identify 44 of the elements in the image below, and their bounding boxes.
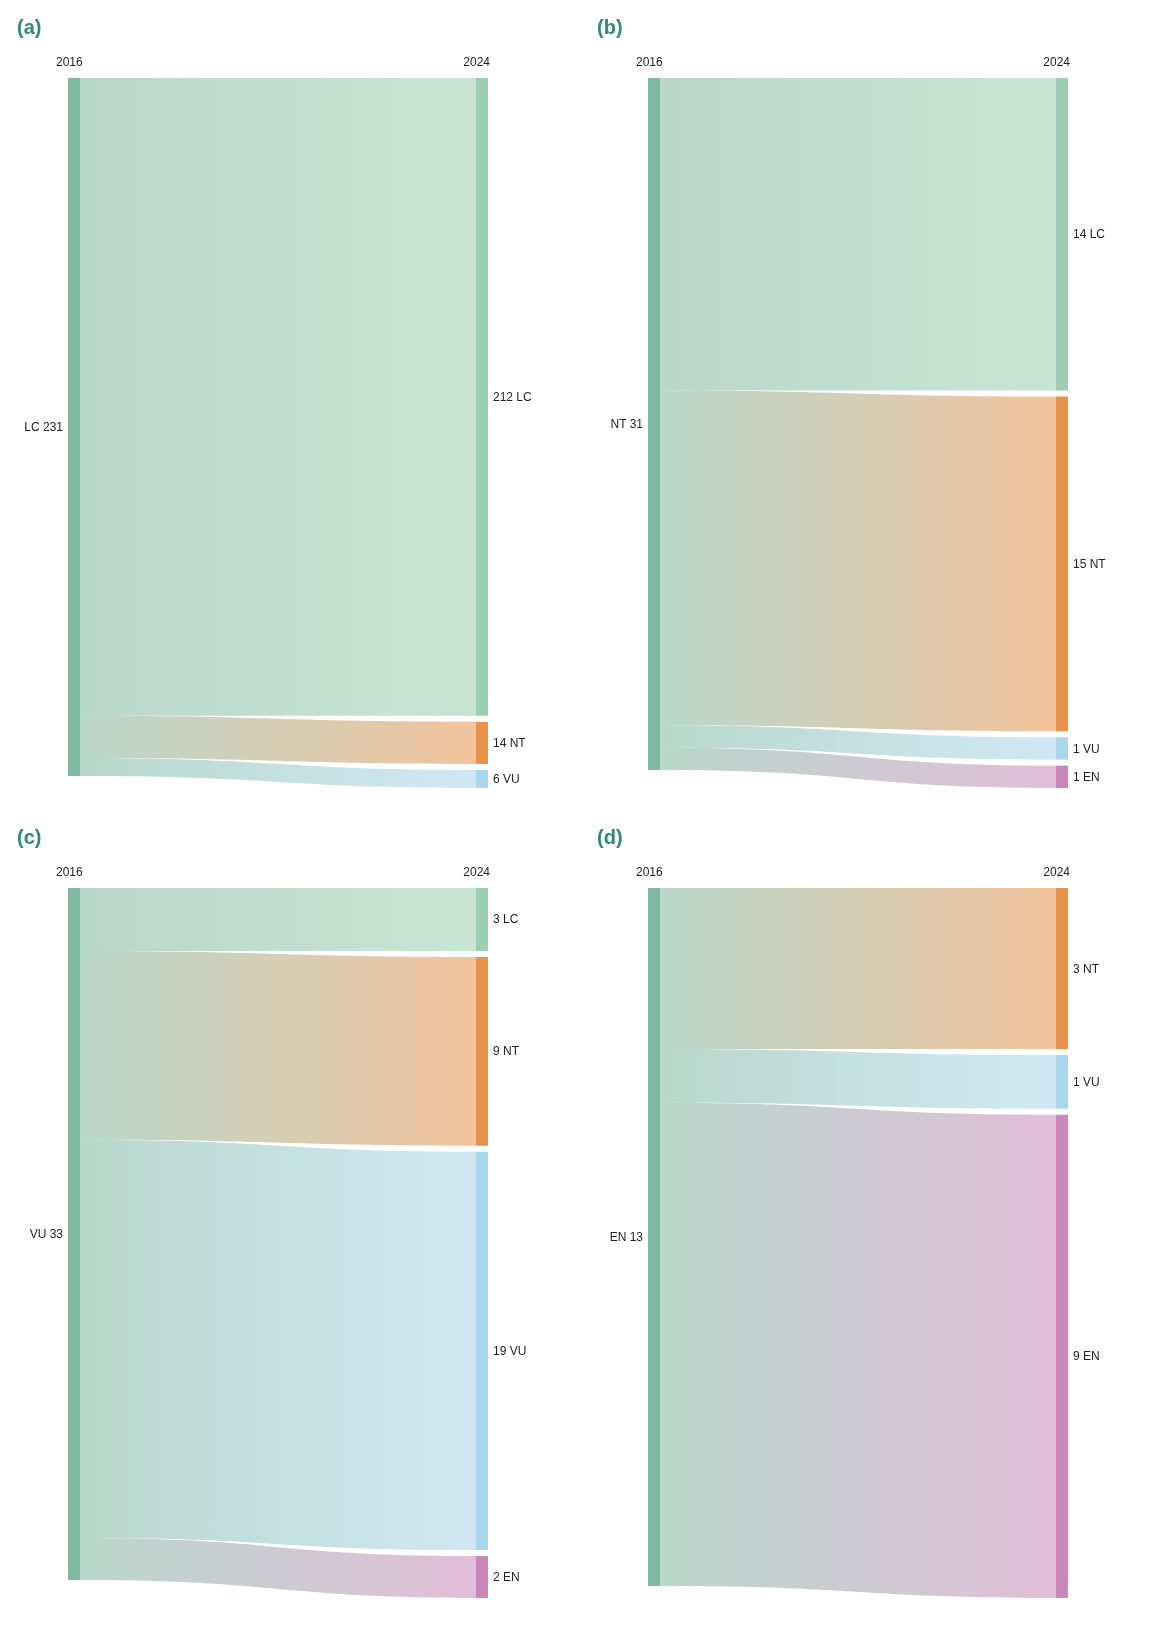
data-label: 1	[1073, 741, 1080, 756]
category-label: LC	[1089, 227, 1106, 242]
text: (c)	[17, 826, 42, 848]
data-label: 6	[493, 771, 500, 786]
text: 2024	[463, 55, 491, 69]
category-label: VU	[1083, 741, 1100, 756]
text: 2016	[56, 865, 84, 879]
text: NT 31	[610, 417, 644, 431]
data-label: 15	[1073, 556, 1087, 571]
data-label: 3	[493, 912, 500, 927]
text: 2024	[1043, 55, 1071, 69]
text: 2024	[1043, 865, 1071, 879]
text: (b)	[597, 16, 623, 38]
category-label: VU	[503, 771, 520, 786]
category-label: NT	[1083, 961, 1100, 976]
category-label: LC	[503, 912, 519, 927]
category-label: NT	[1089, 556, 1107, 571]
text: 2016	[636, 55, 664, 69]
text: VU 33	[29, 1227, 64, 1241]
text: (d)	[597, 826, 623, 848]
category-label: NT	[503, 1044, 520, 1059]
text: 2016	[56, 55, 84, 69]
data-label: 2	[493, 1570, 500, 1585]
category-label: LC	[516, 389, 533, 404]
data-label: 3	[1073, 961, 1080, 976]
category-label: VU	[1083, 1074, 1100, 1089]
category-label: EN	[1083, 1349, 1100, 1364]
data-label: 1	[1073, 769, 1080, 784]
data-label: 14	[1073, 227, 1087, 242]
category-label: VU	[509, 1343, 527, 1358]
data-label: 9	[1073, 1349, 1080, 1364]
category-label: EN	[1083, 769, 1100, 784]
data-label: 1	[1073, 1074, 1080, 1089]
data-label: 212	[493, 389, 514, 404]
category-label: EN	[503, 1570, 520, 1585]
data-label: 19	[493, 1343, 507, 1358]
text: LC 231	[24, 420, 64, 434]
text: EN 13	[609, 1230, 644, 1244]
text: 2024	[463, 865, 491, 879]
category-label: NT	[509, 735, 527, 750]
data-label: 9	[493, 1044, 500, 1059]
text: (a)	[17, 16, 42, 38]
data-label: 14	[493, 735, 507, 750]
text: 2016	[636, 865, 664, 879]
